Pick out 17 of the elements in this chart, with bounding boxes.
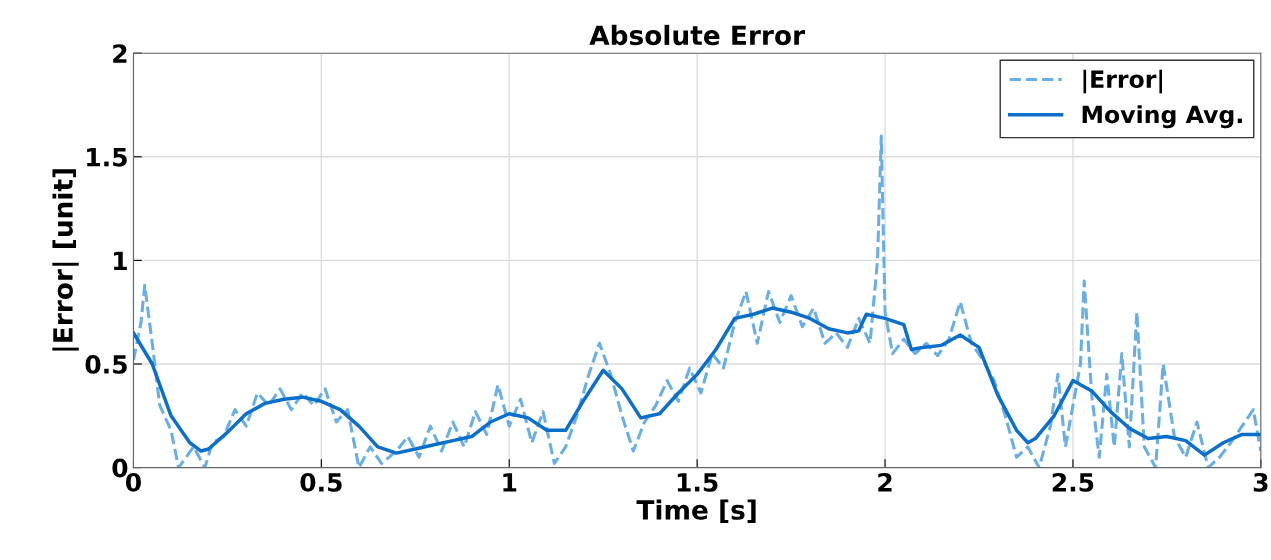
x-axis-title: Time [s]	[636, 499, 756, 523]
y-tick-label: 0	[112, 458, 128, 478]
y-tick-label: 0.5	[85, 354, 127, 374]
y-tick-label: 1	[114, 251, 127, 270]
legend-label: |Error|	[1083, 69, 1163, 94]
chart-title: Absolute Error	[589, 24, 806, 46]
y-tick-label: 1.5	[87, 148, 127, 167]
x-tick-label: 2.5	[1052, 472, 1094, 492]
x-tick-label: 1	[503, 473, 517, 492]
x-tick-label: 3	[1253, 472, 1268, 492]
legend-label: Moving Avg.	[1082, 105, 1242, 129]
y-tick-label: 2	[113, 44, 127, 63]
x-tick-label: 0.5	[300, 472, 342, 492]
x-tick-label: 2	[878, 472, 892, 492]
line-series	[133, 306, 1261, 457]
x-tick-label: 1.5	[677, 473, 718, 492]
y-axis-title: |Error| [unit]	[52, 169, 79, 351]
